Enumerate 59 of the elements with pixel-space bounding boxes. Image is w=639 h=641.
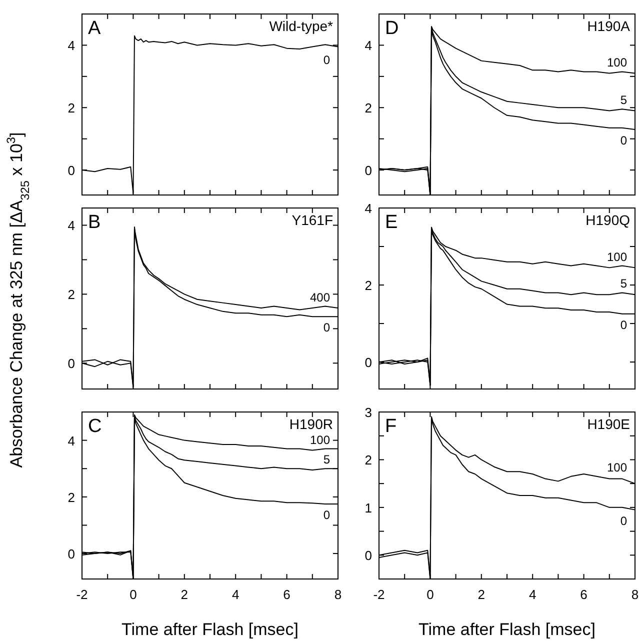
chart-subtitle: H190R xyxy=(289,416,333,432)
chart-subtitle: Wild-type* xyxy=(269,18,334,34)
legend-label: 5 xyxy=(323,452,330,467)
chart-subtitle: H190Q xyxy=(586,212,630,228)
chart-title: F xyxy=(385,416,397,437)
y-tick-label: 2 xyxy=(68,490,75,505)
series-label: 100 xyxy=(606,250,628,264)
y-tick-label: 4 xyxy=(68,218,75,234)
y-tick-label: 3 xyxy=(364,405,372,420)
x-tick-label: 6 xyxy=(580,587,588,602)
legend-label: 5 xyxy=(620,93,628,108)
series-label: 100 xyxy=(606,56,628,70)
legend-label: 0 xyxy=(323,508,330,522)
chart-title: C xyxy=(88,416,102,437)
y-tick-label: 4 xyxy=(68,38,75,54)
legend-label: 400 xyxy=(310,290,330,304)
x-tick-label: 6 xyxy=(283,587,290,602)
series-label: 100 xyxy=(310,432,330,447)
x-tick-label: 8 xyxy=(334,587,342,602)
x-tick-label: 2 xyxy=(478,587,486,602)
legend-label: 0 xyxy=(323,52,330,67)
y-tick-label: 4 xyxy=(364,38,372,54)
y-tick-label: 2 xyxy=(364,100,372,116)
x-tick-label: -2 xyxy=(373,587,385,602)
chart-subtitle: H190A xyxy=(587,18,631,34)
x-axis-title: Time after Flash [msec] xyxy=(418,620,596,639)
y-tick-label: 2 xyxy=(68,287,75,302)
x-axis-title: Time after Flash [msec] xyxy=(122,620,298,639)
y-tick-label: 0 xyxy=(364,548,372,564)
legend-label: 100 xyxy=(606,460,628,474)
legend-label: 0 xyxy=(620,514,628,528)
x-tick-label: 4 xyxy=(232,587,240,602)
y-tick-label: 0 xyxy=(68,356,75,372)
chart-title: E xyxy=(385,212,398,233)
legend-label: 0 xyxy=(323,320,330,335)
x-tick-label: 8 xyxy=(631,587,639,602)
chart-title: B xyxy=(88,212,101,233)
x-tick-label: 2 xyxy=(180,587,188,602)
y-tick-label: 2 xyxy=(364,452,372,468)
y-tick-label: 2 xyxy=(68,100,75,116)
x-tick-label: 0 xyxy=(130,587,137,602)
y-tick-label: 0 xyxy=(364,163,372,178)
chart-title: D xyxy=(385,18,399,39)
legend-label: 0 xyxy=(620,318,628,332)
x-tick-label: -2 xyxy=(76,587,88,602)
x-tick-label: 0 xyxy=(426,587,434,602)
y-tick-label: 0 xyxy=(68,163,75,178)
legend-label: 0 xyxy=(620,133,628,148)
y-tick-label: 2 xyxy=(364,278,372,294)
y-tick-label: 1 xyxy=(364,500,372,516)
legend-label: 5 xyxy=(620,276,628,291)
chart-subtitle: Y161F xyxy=(292,212,333,228)
chart-title: A xyxy=(88,18,101,39)
y-tick-label: 0 xyxy=(364,355,372,370)
chart-subtitle: H190E xyxy=(587,416,630,432)
x-tick-label: 4 xyxy=(528,587,536,602)
y-tick-label: 4 xyxy=(364,201,372,216)
y-tick-label: 0 xyxy=(68,546,75,562)
y-tick-label: 4 xyxy=(68,433,75,448)
